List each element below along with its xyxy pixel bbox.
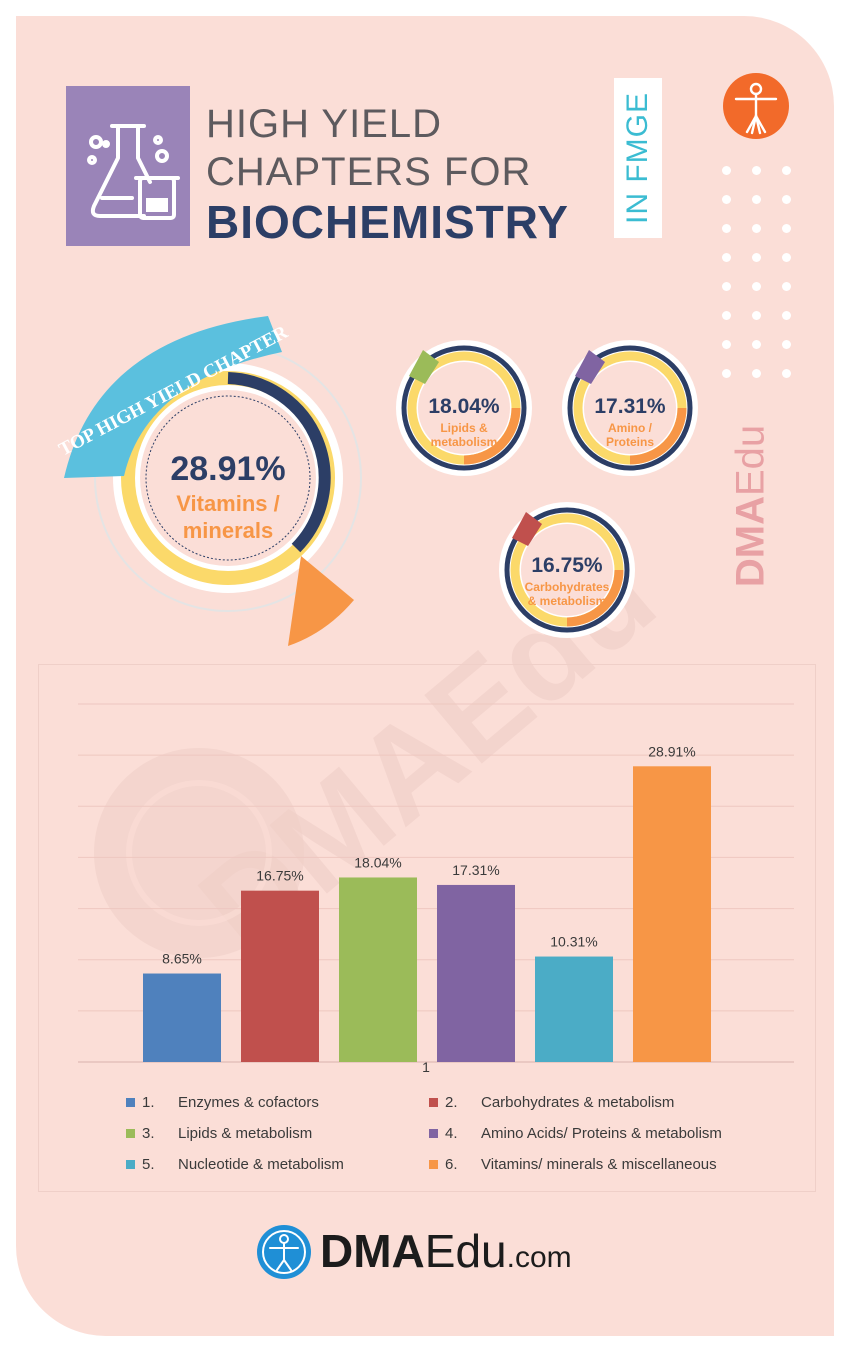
bar-1 xyxy=(143,973,221,1062)
legend-number: 1. xyxy=(142,1094,155,1111)
decorative-dot xyxy=(752,224,761,233)
decorative-dot xyxy=(752,340,761,349)
legend-label: Carbohydrates & metabolism xyxy=(481,1094,675,1111)
legend-number: 5. xyxy=(142,1156,155,1173)
top-chapter-badge: TOP HIGH YIELD CHAPTER 28.91% Vitamins /… xyxy=(56,316,362,646)
bar-label-4: 17.31% xyxy=(452,862,499,878)
amino-badge-label-2: Proteins xyxy=(606,435,654,449)
decorative-dot xyxy=(722,340,731,349)
carbohydrates-badge-value: 16.75% xyxy=(531,554,603,577)
bar-label-6: 28.91% xyxy=(648,743,695,759)
bar-4 xyxy=(437,884,515,1062)
bar-label-2: 16.75% xyxy=(256,868,303,884)
decorative-dot xyxy=(782,282,791,291)
legend-number: 2. xyxy=(445,1094,458,1111)
lab-flask-icon-box xyxy=(66,86,190,246)
chart-panel xyxy=(38,664,816,1192)
decorative-dot xyxy=(782,369,791,378)
bar-5 xyxy=(535,956,613,1062)
title-line-2: CHAPTERS FOR xyxy=(206,150,532,194)
legend-number: 3. xyxy=(142,1125,155,1142)
legend-swatch xyxy=(429,1098,438,1107)
decorative-dot xyxy=(722,282,731,291)
legend-label: Vitamins/ minerals & miscellaneous xyxy=(481,1156,717,1173)
bar-3 xyxy=(339,877,417,1062)
lab-flask-icon xyxy=(87,124,180,220)
bar-6 xyxy=(633,766,711,1062)
carbohydrates-badge-label-1: Carbohydrates xyxy=(525,580,610,594)
decorative-dot xyxy=(722,224,731,233)
lipids-badge-value: 18.04% xyxy=(428,395,500,418)
bar-label-1: 8.65% xyxy=(162,951,202,967)
footer-brand: DMAEdu.com xyxy=(16,1216,834,1286)
legend-label: Lipids & metabolism xyxy=(178,1125,313,1142)
main-badge-label-2: minerals xyxy=(183,518,274,543)
decorative-dot xyxy=(722,253,731,262)
decorative-dot xyxy=(752,282,761,291)
bar-label-5: 10.31% xyxy=(550,934,597,950)
title-line-1: HIGH YIELD xyxy=(206,102,442,146)
side-brand-text: DMAEdu xyxy=(728,424,773,588)
footer-logo-icon xyxy=(257,1225,311,1279)
decorative-dot xyxy=(752,369,761,378)
decorative-dot xyxy=(722,166,731,175)
decorative-dot xyxy=(782,224,791,233)
x-axis-label: 1 xyxy=(422,1059,430,1075)
amino-badge-value: 17.31% xyxy=(594,395,666,418)
legend-label: Nucleotide & metabolism xyxy=(178,1156,344,1173)
amino-badge-label-1: Amino / xyxy=(608,421,653,435)
main-badge-label-1: Vitamins / xyxy=(176,491,280,516)
decorative-dot xyxy=(752,166,761,175)
vitruvian-logo-icon xyxy=(723,73,789,139)
decorative-dot xyxy=(782,311,791,320)
footer-brand-text: DMAEdu.com xyxy=(320,1225,572,1277)
bar-chart: 8.65% 16.75% 18.04% 17.31% 10.31% 28.91% 1 xyxy=(78,703,794,1075)
legend-number: 4. xyxy=(445,1125,458,1142)
decorative-dot xyxy=(722,311,731,320)
decorative-dot xyxy=(722,195,731,204)
main-badge-value: 28.91% xyxy=(170,450,285,488)
infographic-card: HIGH YIELD CHAPTERS FOR BIOCHEMISTRY IN … xyxy=(16,16,834,1336)
decorative-dot xyxy=(782,195,791,204)
legend-swatch xyxy=(429,1160,438,1169)
lipids-badge: 18.04% Lipids & metabolism xyxy=(396,340,532,476)
title-bold: BIOCHEMISTRY xyxy=(206,196,569,248)
decorative-dot xyxy=(782,253,791,262)
decorative-dot xyxy=(722,369,731,378)
lipids-badge-label-1: Lipids & xyxy=(440,421,488,435)
fmge-tag: IN FMGE xyxy=(621,92,654,224)
decorative-dot xyxy=(782,166,791,175)
decorative-dot xyxy=(752,195,761,204)
decorative-dot xyxy=(752,311,761,320)
decorative-dot xyxy=(782,340,791,349)
carbohydrates-badge-label-2: & metabolism xyxy=(528,594,607,608)
legend-number: 6. xyxy=(445,1156,458,1173)
legend-label: Enzymes & cofactors xyxy=(178,1094,319,1111)
lipids-badge-label-2: metabolism xyxy=(431,435,498,449)
decorative-dot xyxy=(752,253,761,262)
bar-2 xyxy=(241,890,319,1062)
legend-swatch xyxy=(126,1129,135,1138)
fmge-tag-box: IN FMGE xyxy=(614,78,662,238)
legend-label: Amino Acids/ Proteins & metabolism xyxy=(481,1125,722,1142)
amino-badge: 17.31% Amino / Proteins xyxy=(562,340,698,476)
legend-swatch xyxy=(429,1129,438,1138)
carbohydrates-badge: 16.75% Carbohydrates & metabolism xyxy=(499,502,635,638)
bar-label-3: 18.04% xyxy=(354,854,401,870)
legend-swatch xyxy=(126,1160,135,1169)
legend-swatch xyxy=(126,1098,135,1107)
